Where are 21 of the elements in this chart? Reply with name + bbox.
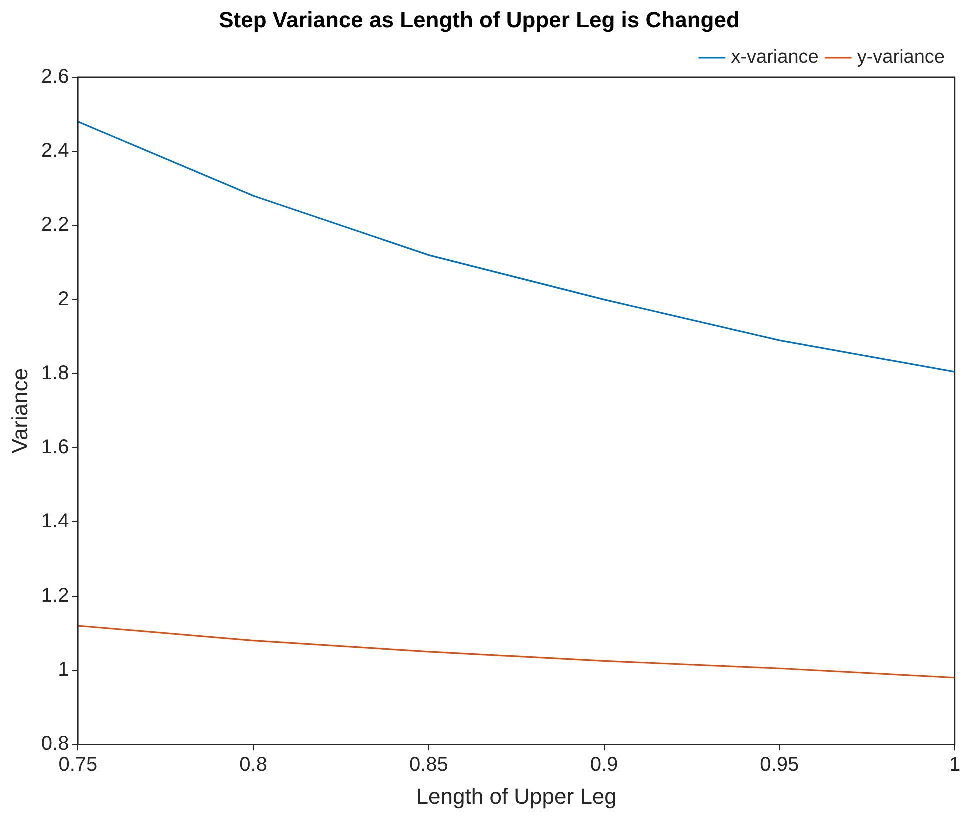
x-tick-label: 0.95	[760, 754, 800, 776]
x-tick-label: 1	[949, 754, 961, 776]
legend-label: y-variance	[857, 47, 946, 68]
y-tick-label: 1.8	[41, 362, 70, 384]
y-tick-label: 0.8	[41, 733, 70, 756]
y-tick-label: 1.6	[41, 436, 70, 459]
y-tick-label: 2.4	[41, 140, 70, 162]
chart-title: Step Variance as Length of Upper Leg is Changed	[219, 7, 740, 32]
y-tick-label: 1.4	[41, 510, 70, 533]
x-tick-label: 0.8	[240, 754, 268, 776]
x-axis-title: Length of Upper Leg	[416, 784, 617, 809]
y-tick-label: 2.6	[41, 66, 70, 88]
y-axis-title: Variance	[7, 368, 32, 454]
x-tick-label: 0.75	[58, 754, 98, 776]
y-tick-label: 2.2	[41, 214, 70, 236]
y-tick-label: 2	[58, 288, 70, 310]
x-tick-label: 0.9	[590, 754, 618, 776]
y-tick-label: 1.2	[41, 584, 70, 607]
x-tick-label: 0.85	[409, 754, 448, 776]
legend-label: x-variance	[731, 47, 819, 68]
y-tick-label: 1	[58, 658, 70, 681]
